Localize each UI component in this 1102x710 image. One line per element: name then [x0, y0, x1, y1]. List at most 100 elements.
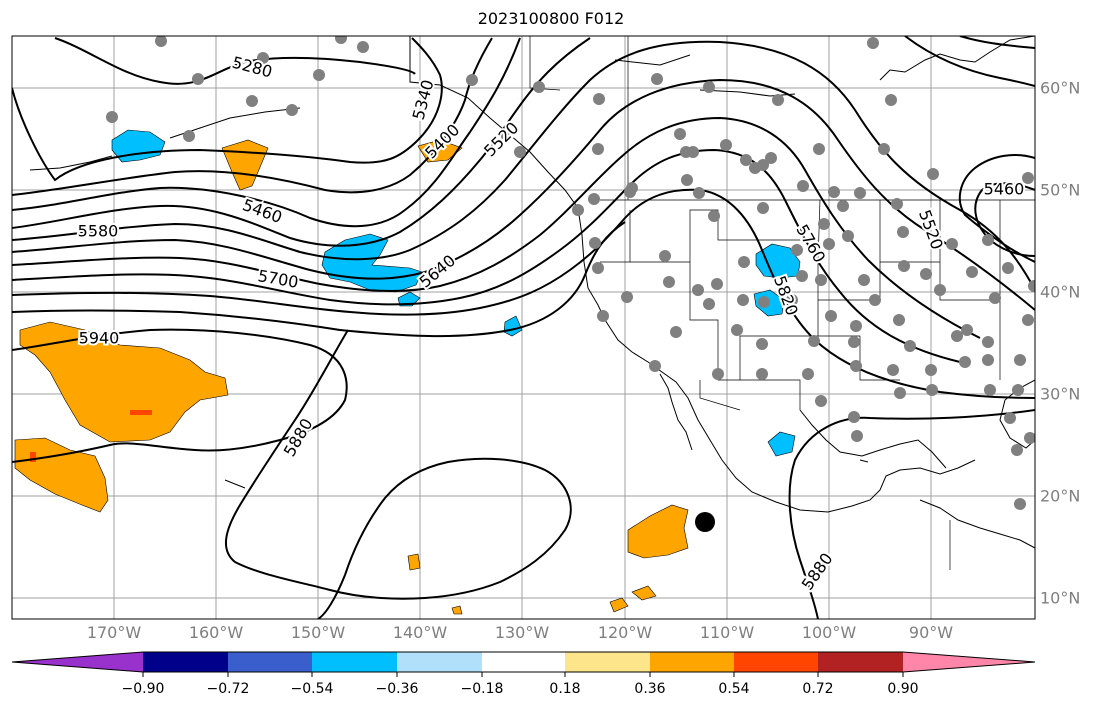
station-dot: [335, 36, 347, 44]
longitude-label: 170°W: [86, 623, 142, 642]
colorbar-tick-label: 0.18: [549, 681, 581, 697]
colorbar-tick-label: −0.72: [206, 681, 250, 697]
latitude-label: 20°N: [1040, 486, 1081, 506]
latitude-label: 10°N: [1040, 588, 1081, 608]
station-dot: [797, 180, 809, 192]
contour-label: 5340: [409, 78, 438, 122]
longitude-label: 110°W: [699, 623, 755, 642]
station-dot: [693, 187, 705, 199]
colorbar-tick-label: −0.36: [375, 681, 419, 697]
station-dot: [757, 202, 769, 214]
station-dot: [624, 186, 636, 198]
latitude-label: 30°N: [1040, 384, 1081, 404]
colorbar-tick-label: −0.90: [121, 681, 165, 697]
station-dot: [692, 284, 704, 296]
station-dot: [897, 226, 909, 238]
station-dot: [681, 174, 693, 186]
station-dot: [592, 143, 604, 155]
colorbar-tick-label: −0.54: [290, 681, 334, 697]
station-dot: [966, 266, 978, 278]
storm-marker: [695, 512, 715, 532]
station-dot: [842, 230, 854, 242]
station-dot: [887, 364, 899, 376]
station-dot: [703, 81, 715, 93]
station-dot: [257, 52, 269, 64]
station-dot: [926, 384, 938, 396]
station-dot: [989, 292, 1001, 304]
station-dot: [357, 41, 369, 53]
station-dot: [246, 95, 258, 107]
station-dot: [756, 338, 768, 350]
map-title: 2023100800 F012: [477, 9, 625, 28]
colorbar-tick-label: 0.36: [634, 681, 666, 697]
station-dot: [1014, 354, 1026, 366]
station-dot: [848, 411, 860, 423]
station-dot: [155, 36, 167, 47]
station-dot: [651, 73, 663, 85]
station-dot: [687, 146, 699, 158]
station-dot: [286, 104, 298, 116]
contour-label: 5460: [984, 180, 1025, 199]
station-dot: [593, 93, 605, 105]
longitude-label: 90°W: [908, 623, 954, 642]
station-dot: [738, 256, 750, 268]
station-dot: [772, 94, 784, 106]
station-dot: [572, 204, 584, 216]
contour-labels: 5280534054005460552055805640570057605820…: [76, 51, 1027, 596]
station-dot: [850, 360, 862, 372]
station-dot: [898, 260, 910, 272]
colorbar-segment: [312, 652, 397, 672]
station-dot: [514, 146, 526, 158]
contour-label: 5580: [78, 222, 119, 241]
station-dot: [837, 200, 849, 212]
colorbar-segment: [12, 652, 143, 672]
station-dot: [808, 335, 820, 347]
station-dot: [1002, 262, 1014, 274]
station-dot: [927, 168, 939, 180]
station-dot: [1022, 172, 1034, 184]
station-dot: [621, 291, 633, 303]
station-dot: [712, 368, 724, 380]
contour-label: 5640: [416, 251, 459, 292]
station-dot: [925, 364, 937, 376]
station-dot: [851, 430, 863, 442]
station-dot: [823, 238, 835, 250]
colorbar-segment: [818, 652, 903, 672]
station-dot: [858, 274, 870, 286]
station-dot: [313, 69, 325, 81]
station-dot: [850, 320, 862, 332]
colorbar-segment: [650, 652, 734, 672]
station-dot: [659, 250, 671, 262]
station-dot: [984, 384, 996, 396]
colorbar-segment: [734, 652, 818, 672]
colorbar-segment: [228, 652, 312, 672]
colorbar-segment: [565, 652, 650, 672]
station-dot: [946, 238, 958, 250]
station-dot: [597, 310, 609, 322]
station-dot: [466, 74, 478, 86]
station-dot: [869, 294, 881, 306]
station-dot: [982, 336, 994, 348]
station-dot: [1024, 432, 1035, 444]
colorbar-tick-label: 0.72: [802, 681, 834, 697]
map-frame: [11, 35, 1036, 620]
station-dot: [786, 294, 798, 306]
station-dot: [589, 237, 601, 249]
station-dot: [1028, 280, 1035, 292]
colorbar-tick-label: 0.54: [718, 681, 750, 697]
colorbar: [11, 651, 1036, 677]
station-dot: [674, 128, 686, 140]
latitude-label: 50°N: [1040, 180, 1081, 200]
station-dot: [894, 387, 906, 399]
station-dot: [757, 159, 769, 171]
station-dot: [592, 262, 604, 274]
station-dot: [961, 324, 973, 336]
station-dot: [815, 274, 827, 286]
station-dot: [813, 143, 825, 155]
station-dot: [891, 198, 903, 210]
station-dot: [878, 143, 890, 155]
station-dot: [183, 130, 195, 142]
station-dot: [670, 326, 682, 338]
station-dot: [740, 154, 752, 166]
